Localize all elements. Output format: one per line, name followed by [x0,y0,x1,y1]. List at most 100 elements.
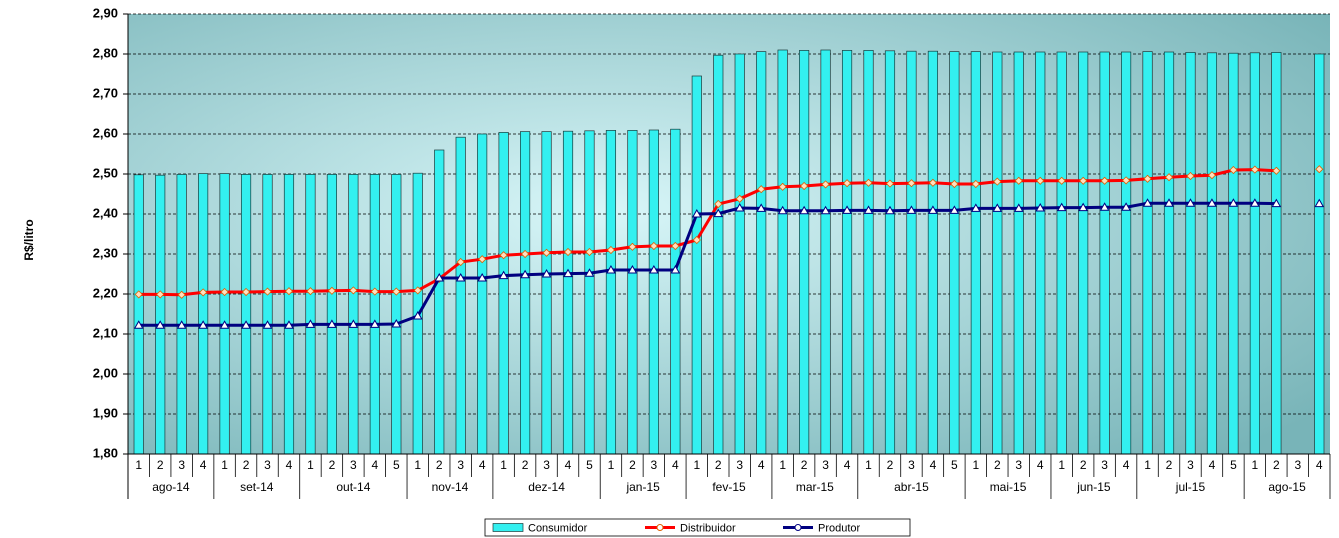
month-label: out-14 [336,480,370,494]
y-tick-label: 2,40 [93,205,118,220]
bar [283,174,295,455]
bar [863,50,874,455]
marker [1164,173,1174,182]
bar [949,51,960,455]
marker [1100,176,1109,185]
marker [563,268,573,278]
x-tick-label: 3 [543,458,550,472]
marker [992,203,1003,212]
marker [821,180,830,189]
x-tick-label: 2 [522,458,529,472]
x-tick-label: 2 [1273,458,1280,472]
marker [649,241,658,251]
x-tick-label: 3 [264,458,271,472]
marker [971,179,980,189]
marker [1272,166,1281,175]
marker [864,178,873,187]
marker [757,185,766,194]
x-tick-label: 2 [436,458,443,472]
x-tick-label: 2 [1080,458,1087,472]
x-tick-label: 3 [1015,458,1022,472]
y-tick-label: 2,20 [93,285,118,300]
month-label: fev-15 [712,480,746,494]
bar [756,51,767,455]
bar [670,128,681,455]
y-tick-label: 2,30 [93,245,118,260]
y-tick-label: 2,00 [93,365,118,380]
marker [1142,198,1153,207]
bar [799,50,810,455]
marker [842,205,852,214]
marker [628,242,637,251]
marker [369,319,380,328]
x-tick-label: 4 [1316,458,1323,472]
bar [1035,51,1046,455]
bar [348,174,359,455]
marker [133,320,144,329]
x-tick-label: 1 [693,458,700,472]
marker [800,181,809,191]
bar [369,174,380,455]
bar [1271,52,1282,455]
marker [1228,198,1239,207]
bar [1228,52,1239,455]
x-tick-label: 4 [1037,458,1044,472]
bar [777,49,788,455]
x-tick-label: 4 [200,458,207,472]
x-tick-label: 4 [565,458,572,472]
month-label: jan-15 [625,480,660,494]
x-tick-label: 3 [350,458,357,472]
y-tick-label: 2,10 [93,325,118,340]
marker [349,286,358,295]
marker [392,287,401,296]
x-tick-label: 2 [715,458,722,472]
x-tick-label: 1 [1144,458,1151,472]
y-tick-label: 1,90 [93,405,118,420]
marker [734,202,745,212]
bar [455,136,466,455]
marker [477,272,488,282]
marker [1014,176,1023,185]
marker [1271,198,1282,208]
bar [584,130,595,455]
x-tick-label: 5 [951,458,958,472]
marker [950,179,959,189]
marker [1013,203,1024,212]
marker [521,249,530,259]
x-tick-label: 4 [758,458,765,472]
marker [155,320,166,329]
month-label: mai-15 [990,480,1027,494]
bar [219,173,230,455]
bar [391,174,402,455]
marker [262,320,273,329]
marker [1207,171,1217,180]
bar [992,51,1003,455]
marker [456,257,465,267]
marker [1250,165,1259,174]
bar [1142,51,1153,455]
marker [1121,202,1131,211]
x-tick-label: 3 [908,458,915,472]
marker [777,205,788,215]
bar [841,50,853,455]
x-tick-label: 4 [930,458,937,472]
bar [1206,52,1218,455]
month-label: set-14 [240,480,274,494]
marker [263,287,272,296]
marker [177,290,186,299]
y-tick-label: 2,50 [93,165,118,180]
bar [541,131,552,455]
marker [906,205,917,214]
marker [756,203,767,212]
x-tick-label: 5 [393,458,400,472]
marker [434,272,445,282]
marker [1229,165,1238,175]
legend-label: Consumidor [528,522,588,534]
bar [326,174,337,455]
x-tick-label: 2 [994,458,1001,472]
marker [670,264,681,274]
bar [970,51,981,455]
marker [241,287,251,297]
marker [220,287,229,297]
marker [1314,198,1325,208]
